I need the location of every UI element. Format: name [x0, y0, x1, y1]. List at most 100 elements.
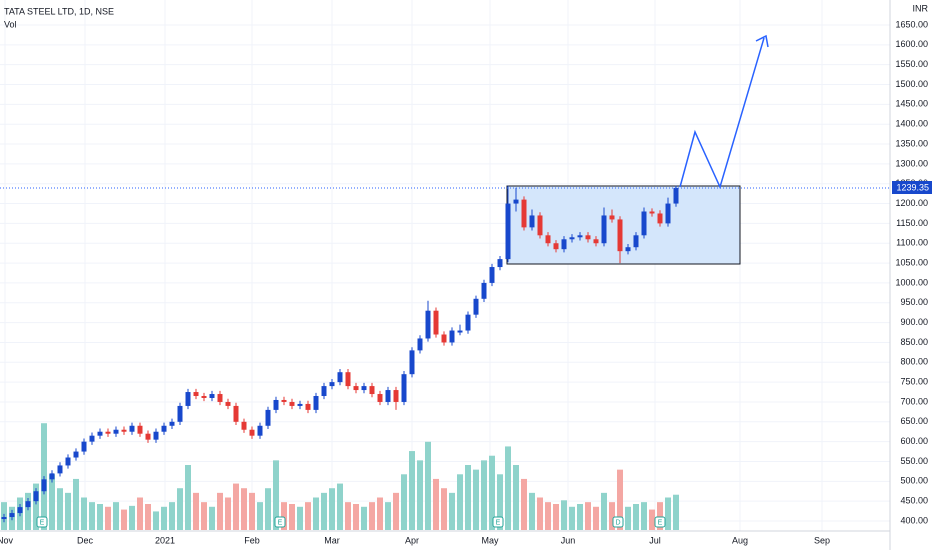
candle-body: [433, 310, 439, 335]
volume-bar: [329, 488, 335, 530]
y-tick-label: 650.00: [900, 416, 928, 426]
volume-bar: [89, 502, 95, 530]
y-tick-label: 700.00: [900, 396, 928, 406]
candle-body: [1, 517, 7, 520]
x-tick-label: Jul: [649, 535, 661, 545]
candle-body: [241, 421, 247, 430]
candle-body: [369, 386, 375, 395]
volume-bar: [497, 474, 503, 530]
y-tick-label: 500.00: [900, 476, 928, 486]
candle-body: [473, 298, 479, 315]
currency-label: INR: [913, 3, 929, 13]
volume-bar: [409, 451, 415, 530]
y-tick-label: 1050.00: [895, 257, 928, 267]
volume-bar: [97, 504, 103, 530]
volume-bar: [153, 511, 159, 530]
volume-bar: [281, 502, 287, 530]
volume-bar: [537, 497, 543, 530]
volume-bar: [425, 441, 431, 530]
event-marker: E: [654, 516, 666, 528]
volume-bar: [513, 465, 519, 530]
candle-body: [609, 215, 615, 220]
candle-body: [233, 405, 239, 422]
candle-body: [249, 429, 255, 436]
volume-bar: [521, 478, 527, 530]
y-tick-label: 1300.00: [895, 158, 928, 168]
volume-bar: [353, 504, 359, 530]
volume-bar: [321, 492, 327, 530]
candle-body: [633, 235, 639, 248]
candle-body: [393, 390, 399, 402]
candle-body: [129, 425, 135, 432]
volume-bar: [289, 504, 295, 530]
volume-bar: [297, 506, 303, 530]
y-tick-label: 1100.00: [896, 238, 928, 248]
y-tick-label: 400.00: [900, 515, 928, 525]
candle-body: [305, 403, 311, 410]
volume-bar: [393, 492, 399, 530]
volume-bar: [649, 509, 655, 530]
candle-body: [145, 433, 151, 440]
candle-body: [505, 203, 511, 260]
x-tick-label: Apr: [405, 535, 419, 545]
candle-body: [601, 215, 607, 244]
candle-body: [361, 386, 367, 391]
volume-bar: [641, 502, 647, 530]
candle-body: [297, 403, 303, 406]
volume-bar: [73, 478, 79, 530]
volume-bar: [361, 506, 367, 530]
volume-bar: [585, 502, 591, 530]
event-badge: [612, 516, 624, 528]
y-tick-label: 1550.00: [895, 59, 928, 69]
event-marker: E: [492, 516, 504, 528]
volume-bar: [625, 506, 631, 530]
volume-bar: [609, 502, 615, 530]
candle-body: [449, 330, 455, 343]
candle-body: [225, 401, 231, 406]
volume-bar: [673, 494, 679, 530]
volume-bar: [385, 502, 391, 530]
candle-body: [281, 399, 287, 402]
candle-body: [257, 425, 263, 436]
volume-bar: [129, 505, 135, 530]
volume-bar: [241, 488, 247, 530]
candle-body: [161, 425, 167, 432]
event-label: E: [278, 519, 283, 526]
volume-bar: [145, 504, 151, 530]
x-tick-label: Aug: [732, 535, 748, 545]
volume-bar: [665, 497, 671, 530]
volume-bar: [25, 492, 31, 530]
volume-bar: [657, 502, 663, 530]
x-tick-label: Sep: [814, 535, 830, 545]
volume-bar: [105, 506, 111, 530]
event-badge: [654, 516, 666, 528]
volume-bar: [249, 492, 255, 530]
candle-body: [417, 338, 423, 351]
volume-bar: [137, 497, 143, 530]
candle-body: [441, 334, 447, 343]
volume-bar: [545, 502, 551, 530]
event-badge: [274, 516, 286, 528]
event-badge: [492, 516, 504, 528]
candle-body: [113, 429, 119, 434]
volume-bar: [369, 502, 375, 530]
y-tick-label: 1150.00: [896, 218, 928, 228]
volume-label: Vol: [4, 19, 17, 29]
candles: [1, 185, 679, 523]
y-tick-label: 850.00: [900, 337, 928, 347]
price-axis: [890, 0, 932, 550]
event-badge: [36, 516, 48, 528]
event-marker: E: [274, 516, 286, 528]
candle-body: [17, 507, 23, 514]
candle-body: [377, 394, 383, 402]
candle-body: [577, 235, 583, 238]
candle-body: [641, 211, 647, 236]
candle-body: [217, 394, 223, 402]
volume-bar: [553, 504, 559, 530]
candle-body: [401, 374, 407, 402]
y-tick-label: 1400.00: [895, 119, 928, 129]
event-label: E: [496, 519, 501, 526]
candle-body: [289, 401, 295, 406]
